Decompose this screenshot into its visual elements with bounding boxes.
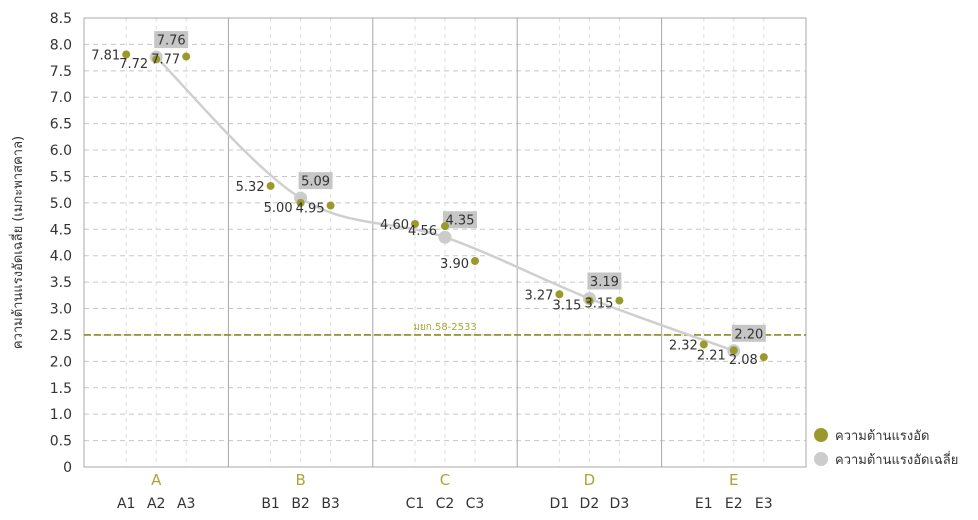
strength-point [411, 220, 419, 229]
y-tick-label: 3.0 [50, 302, 72, 318]
strength-data-label: 3.90 [440, 257, 469, 272]
sample-label: D2 [580, 496, 600, 512]
strength-data-label: 3.15 [584, 297, 613, 312]
y-axis-title: ความต้านแรงอัดเฉลี่ย (เมกะพาสคาล) [9, 136, 26, 349]
strength-point [555, 290, 564, 299]
strength-data-label: 7.72 [119, 57, 148, 72]
strength-point [441, 222, 449, 231]
sample-label: C2 [436, 496, 455, 512]
legend-marker-average [814, 452, 828, 466]
strength-point [326, 201, 335, 210]
y-tick-label: 1.5 [50, 381, 72, 397]
average-label-box [731, 324, 766, 342]
y-tick-label: 8.5 [50, 11, 72, 27]
average-data-label: 4.35 [446, 214, 475, 229]
average-data-label: 2.20 [734, 327, 763, 342]
strength-point [759, 353, 768, 362]
strength-point [699, 340, 708, 349]
average-label-box [587, 272, 622, 290]
y-tick-label: 7.0 [50, 90, 72, 106]
sample-label: E3 [755, 496, 773, 512]
group-label: C [440, 471, 450, 489]
y-tick-label: 0.5 [50, 434, 72, 450]
sample-label: B3 [321, 496, 340, 512]
average-point [438, 230, 452, 244]
plot-frame [83, 17, 807, 468]
strength-data-label: 4.60 [380, 218, 409, 233]
reference-line-label: มยก.58-2533 [413, 322, 476, 333]
y-tick-label: 4.0 [50, 249, 72, 265]
y-tick-label: 0 [63, 460, 72, 476]
sample-label: E2 [725, 496, 743, 512]
y-tick-label: 7.5 [50, 64, 72, 80]
sample-label: D3 [610, 496, 630, 512]
y-tick-label: 5.5 [50, 169, 72, 185]
strength-data-label: 7.77 [151, 53, 180, 68]
sample-label: C3 [466, 496, 485, 512]
strength-point [471, 256, 479, 265]
strength-data-label: 4.56 [408, 224, 437, 239]
y-tick-label: 6.0 [50, 143, 72, 159]
strength-data-label: 3.27 [524, 288, 553, 303]
group-label: E [729, 471, 738, 489]
sample-label: A3 [177, 496, 195, 512]
strength-point [152, 55, 161, 64]
group-label: D [584, 471, 596, 489]
sample-label: A2 [147, 496, 165, 512]
strength-data-label: 4.95 [296, 202, 325, 217]
y-tick-label: 6.5 [50, 117, 72, 133]
y-tick-label: 3.5 [50, 275, 72, 291]
strength-data-label: 2.21 [697, 348, 726, 363]
y-tick-label: 1.0 [50, 407, 72, 423]
strength-point [182, 52, 191, 61]
average-label-box [154, 31, 189, 49]
y-tick-label: 2.0 [50, 354, 72, 370]
strength-point [266, 181, 275, 190]
strength-point [585, 296, 594, 305]
y-tick-label: 4.5 [50, 222, 72, 238]
average-label-box [298, 172, 333, 190]
sample-label: B2 [291, 496, 310, 512]
strength-point [296, 198, 305, 207]
strength-point [729, 346, 738, 355]
sample-label: A1 [117, 496, 135, 512]
strength-data-label: 3.15 [552, 299, 581, 314]
y-tick-label: 2.5 [50, 328, 72, 344]
sample-label: D1 [550, 496, 570, 512]
strength-point [122, 50, 131, 59]
group-label: B [295, 471, 305, 489]
legend-label-strength: ความต้านแรงอัด [835, 429, 929, 444]
strength-point [615, 296, 624, 305]
strength-data-label: 2.08 [729, 353, 758, 368]
sample-label: C1 [406, 496, 425, 512]
legend-label-average: ความต้านแรงอัดเฉลี่ย [835, 451, 958, 468]
strength-data-label: 5.00 [264, 201, 293, 216]
strength-data-label: 5.32 [236, 180, 265, 195]
average-data-label: 3.19 [590, 275, 619, 290]
average-data-label: 7.76 [157, 34, 186, 49]
y-tick-label: 8.0 [50, 37, 72, 53]
average-data-label: 5.09 [301, 175, 330, 190]
sample-label: B1 [261, 496, 280, 512]
sample-label: E1 [695, 496, 713, 512]
average-label-box [443, 211, 477, 229]
strength-data-label: 7.81 [91, 48, 120, 63]
y-tick-label: 5.0 [50, 196, 72, 212]
group-label: A [151, 471, 162, 489]
legend-marker-strength [814, 428, 828, 442]
strength-data-label: 2.32 [669, 338, 698, 353]
